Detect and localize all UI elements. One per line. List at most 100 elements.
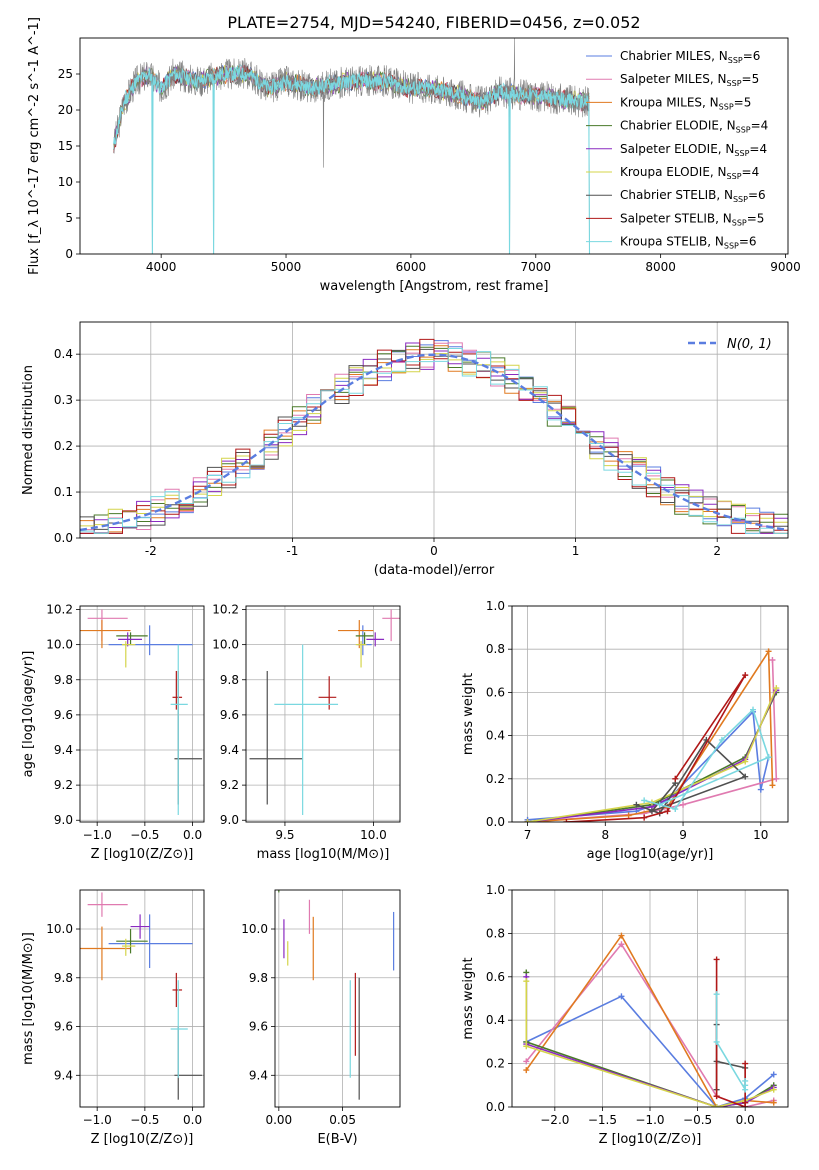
weight-series-line — [527, 648, 774, 822]
y-tick-label: 10.0 — [241, 922, 268, 936]
x-tick-label: −0.5 — [683, 1113, 712, 1127]
weight-series-line — [527, 687, 778, 822]
weight-point — [523, 978, 530, 985]
x-axis-label: Z [log10(Z/Z⊙)] — [91, 1132, 194, 1147]
y-axis-label: Flux [f_λ 10^-17 erg cm^-2 s^-1 A^-1] — [27, 17, 42, 275]
legend-subscript: SSP — [724, 242, 739, 251]
legend-label: Kroupa ELODIE, NSSP=4 — [620, 165, 759, 181]
legend-subscript: SSP — [719, 102, 734, 111]
y-axis-label: age [log10(age/yr)] — [21, 651, 36, 778]
y-tick-label: 0.2 — [54, 439, 73, 453]
weight-point — [523, 1058, 530, 1065]
y-tick-label: 0.0 — [486, 1100, 505, 1114]
y-tick-label: 9.8 — [249, 971, 268, 985]
x-tick-label: −2.0 — [540, 1113, 569, 1127]
axes-frame — [511, 605, 789, 823]
y-axis-label: mass weight — [461, 673, 476, 755]
weight-point — [648, 808, 655, 815]
legend-value: =5 — [742, 72, 760, 86]
x-tick-label: 5000 — [271, 260, 302, 274]
y-tick-label: 9.8 — [220, 673, 239, 687]
weight-point — [523, 1043, 530, 1050]
x-axis-label: wavelength [Angstrom, rest frame] — [320, 279, 549, 294]
x-tick-label: 7000 — [520, 260, 551, 274]
y-tick-label: 15 — [58, 139, 73, 153]
x-tick-label: 0.00 — [265, 1113, 292, 1127]
weight-series-line — [636, 738, 747, 815]
x-axis-label: Z [log10(Z/Z⊙)] — [599, 1132, 702, 1147]
weight-point — [713, 1093, 720, 1100]
y-tick-label: 9.4 — [54, 743, 73, 757]
weight-point — [672, 775, 679, 782]
x-tick-label: −0.5 — [130, 1113, 159, 1127]
weight-point — [750, 706, 757, 713]
legend-label-normal: N(0, 1) — [727, 337, 772, 352]
x-tick-label: 7 — [524, 828, 532, 842]
y-tick-label: 0.0 — [486, 815, 505, 829]
weight-point — [770, 1099, 777, 1106]
x-tick-label: 0.0 — [183, 828, 202, 842]
weight-point — [742, 1099, 749, 1106]
normal-reference-curve — [80, 353, 788, 532]
y-tick-label: 0.4 — [486, 1013, 505, 1027]
x-axis-label: E(B-V) — [317, 1132, 357, 1147]
x-tick-label: 0 — [430, 544, 438, 558]
y-tick-label: 9.2 — [220, 778, 239, 792]
axes-frame — [245, 605, 401, 823]
axes-frame — [511, 889, 789, 1108]
y-tick-label: 0.4 — [54, 347, 73, 361]
weight-point — [757, 786, 764, 793]
x-tick-label: -1 — [286, 544, 298, 558]
legend-subscript: SSP — [727, 79, 742, 88]
x-tick-label: 9 — [679, 828, 687, 842]
y-tick-label: 0.3 — [54, 393, 73, 407]
x-axis-label: (data-model)/error — [374, 563, 495, 578]
residual-step-histogram — [80, 338, 788, 534]
x-tick-label: 10.0 — [360, 828, 387, 842]
y-tick-label: 0 — [65, 247, 73, 261]
x-tick-label: 6000 — [396, 260, 427, 274]
legend-value: =6 — [748, 188, 766, 202]
weight-point — [713, 1104, 720, 1107]
x-tick-label: −1.0 — [83, 1113, 112, 1127]
weight-series-line — [643, 708, 770, 810]
weight-point — [618, 932, 625, 939]
y-axis-label: mass [log10(M/M⊙)] — [21, 932, 36, 1065]
weight-point — [770, 1071, 777, 1078]
x-tick-label: 0.0 — [183, 1113, 202, 1127]
legend-subscript: SSP — [728, 56, 743, 65]
weight-series-line — [715, 959, 747, 1107]
y-tick-label: 0.2 — [486, 1057, 505, 1071]
weight-point — [618, 993, 625, 1000]
plot-area — [80, 338, 788, 534]
weight-point — [765, 754, 772, 761]
y-tick-label: 10.0 — [46, 922, 73, 936]
x-tick-label: −1.5 — [588, 1113, 617, 1127]
figure-title: PLATE=2754, MJD=54240, FIBERID=0456, z=0… — [227, 13, 640, 32]
x-tick-label: 0.05 — [329, 1113, 356, 1127]
x-tick-label: 10 — [753, 828, 768, 842]
weight-series-line — [715, 994, 747, 1093]
legend-subscript: SSP — [736, 126, 751, 135]
x-axis-label: age [log10(age/yr)] — [587, 847, 714, 862]
legend-subscript: SSP — [734, 149, 749, 158]
plot-area — [249, 609, 400, 815]
y-axis-label: Normed distribution — [21, 365, 36, 495]
legend-subscript: SSP — [727, 172, 742, 181]
y-tick-label: 9.6 — [54, 708, 73, 722]
y-tick-label: 9.0 — [220, 813, 239, 827]
legend-value: =4 — [751, 119, 769, 133]
axes-frame — [79, 37, 789, 255]
spectrum-legend: Chabrier MILES, NSSP=6 Salpeter MILES, NS… — [586, 49, 768, 251]
y-tick-label: 10.0 — [212, 638, 239, 652]
panel-age-vs-Z: −1.0 −0.5 0.0 9.0 9.2 9.4 9.6 9.8 10.0 10.2 Z [log… — [21, 603, 205, 862]
weight-point — [641, 797, 648, 804]
panel-residual-histogram: -2 -1 0 1 2 0.0 0.1 0.2 0.3 0.4 (data-model)/error… — [21, 321, 789, 578]
weight-series-line — [525, 934, 774, 1107]
observed-spectrum — [113, 38, 590, 254]
weight-point — [618, 941, 625, 948]
x-tick-label: −0.5 — [130, 828, 159, 842]
y-tick-label: 0.0 — [54, 531, 73, 545]
axes-frame — [79, 321, 789, 539]
